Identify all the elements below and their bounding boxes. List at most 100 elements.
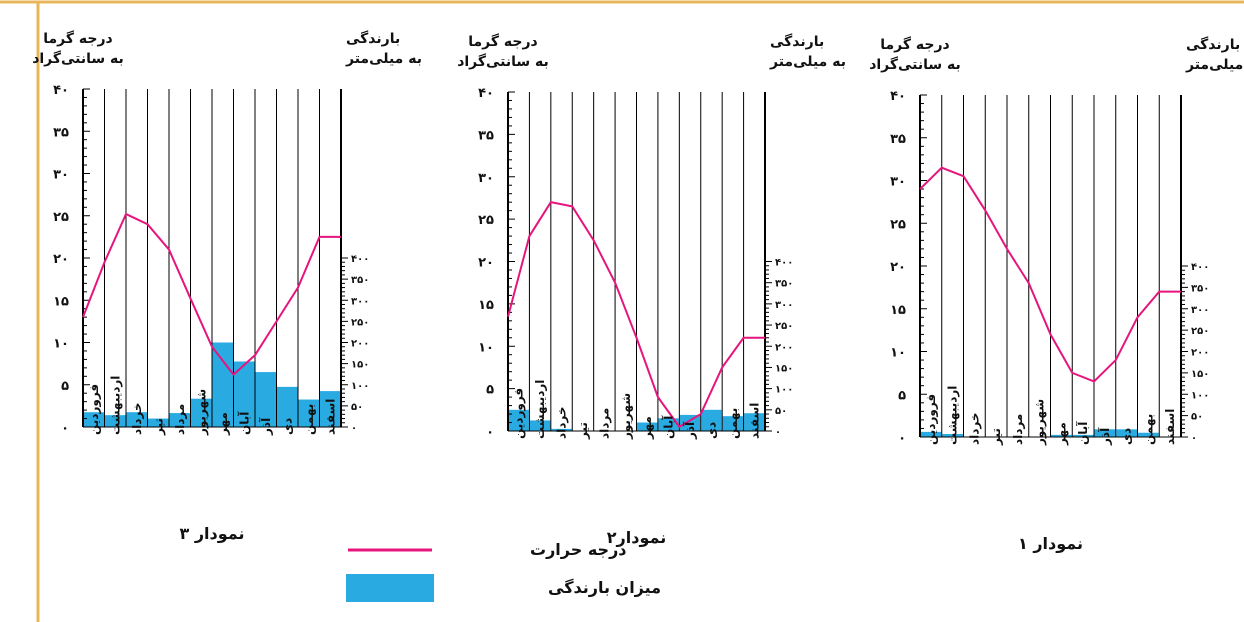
right-tick-label: ۲۵۰: [775, 321, 793, 332]
left-tick-label: ۵: [61, 379, 69, 394]
precipitation-bar: [637, 422, 658, 431]
left-tick-label: ۵: [898, 388, 906, 403]
precipitation-bar: [679, 414, 701, 431]
right-tick-label: ۲۵۰: [351, 317, 369, 328]
right-tick-label: ۳۰۰: [1191, 305, 1209, 316]
month-label: مهر: [1054, 422, 1068, 446]
right-tick-label: ۱۵۰: [351, 360, 369, 371]
left-axis-title: درجه گرما: [468, 33, 537, 50]
right-tick-label: ۰: [775, 427, 781, 438]
legend-precipitation-label: میزان بارندگی: [548, 578, 661, 597]
right-tick-label: ۴۰۰: [775, 258, 793, 269]
right-tick-label: ۳۵۰: [1191, 283, 1209, 294]
month-label: آذر: [682, 421, 697, 440]
precipitation-bar: [83, 412, 104, 427]
precipitation-bar: [277, 386, 298, 427]
precipitation-bar: [529, 420, 551, 431]
left-axis-subtitle: به سانتی‌گراد: [457, 53, 549, 70]
month-label: فروردین: [512, 388, 527, 439]
left-axis-subtitle: به سانتی‌گراد: [869, 56, 961, 73]
precipitation-bar: [169, 413, 190, 427]
left-axis-title: درجه گرما: [880, 36, 949, 53]
month-label: تیر: [989, 428, 1003, 446]
precipitation-bar: [105, 415, 126, 427]
right-tick-label: ۰: [351, 423, 357, 434]
month-label: شهریور: [194, 389, 209, 436]
right-tick-label: ۵۰: [351, 402, 363, 413]
month-label: مرداد: [173, 404, 187, 435]
left-tick-label: ۱۵: [890, 303, 906, 318]
precipitation-bar: [920, 431, 942, 437]
month-label: آذر: [258, 417, 273, 436]
right-axis-title: بارندگی: [770, 33, 824, 50]
right-tick-label: ۱۵۰: [775, 363, 793, 374]
right-axis-title: بارندگی: [346, 30, 400, 47]
left-tick-label: ۳۵: [478, 128, 494, 143]
left-tick-label: ۳۵: [53, 125, 69, 140]
precipitation-bar: [701, 409, 722, 431]
precipitation-bar: [320, 391, 341, 427]
month-label: دی: [704, 422, 718, 439]
right-axis-subtitle: به میلی‌متر: [345, 51, 422, 67]
left-axis-title: درجه گرما: [43, 30, 112, 47]
month-label: فروردین: [87, 384, 102, 435]
left-tick-label: ۴۰: [890, 89, 906, 104]
left-tick-label: ۱۵: [478, 298, 494, 313]
left-tick-label: ۴۰: [478, 86, 494, 101]
chart-title: نمودار ۱: [1018, 534, 1083, 553]
right-tick-label: ۳۰۰: [775, 300, 793, 311]
precipitation-bar: [148, 418, 169, 427]
right-tick-label: ۳۵۰: [775, 279, 793, 290]
month-label: اردیبهشت: [946, 386, 960, 445]
legend: درجه حرارت میزان بارندگی: [346, 540, 661, 602]
precipitation-bar: [744, 413, 765, 431]
left-tick-label: ۰: [61, 421, 69, 436]
left-tick-label: ۰: [898, 431, 906, 446]
right-tick-label: ۳۵۰: [351, 275, 369, 286]
precipitation-bar: [212, 342, 233, 427]
chart-title: نمودار ۳: [179, 524, 244, 543]
left-tick-label: ۲۰: [53, 252, 69, 267]
left-tick-label: ۴۰: [53, 83, 69, 98]
month-label: مهر: [216, 412, 230, 436]
left-tick-label: ۳۰: [53, 168, 69, 183]
right-tick-label: ۱۵۰: [1191, 369, 1209, 380]
month-label: آذر: [1097, 427, 1112, 446]
right-tick-label: ۲۰۰: [351, 339, 369, 350]
precipitation-bar: [1094, 429, 1116, 437]
right-tick-label: ۰: [1191, 433, 1197, 444]
precipitation-bar: [508, 409, 529, 431]
right-tick-label: ۱۰۰: [775, 385, 793, 396]
precipitation-bar: [255, 372, 276, 427]
left-tick-label: ۲۵: [478, 213, 494, 228]
left-tick-label: ۱۵: [53, 294, 69, 309]
month-label: اسفند: [323, 399, 337, 435]
right-tick-label: ۵۰: [775, 406, 787, 417]
left-tick-label: ۵: [486, 383, 494, 398]
left-tick-label: ۲۰: [890, 260, 906, 275]
month-label: شهریور: [1033, 399, 1048, 446]
precipitation-bar: [942, 434, 963, 437]
left-tick-label: ۱۰: [890, 346, 906, 361]
month-label: بهمن: [1141, 414, 1155, 445]
month-label: فروردین: [924, 394, 939, 445]
precipitation-bar: [1138, 432, 1159, 437]
right-tick-label: ۳۰۰: [351, 296, 369, 307]
month-label: خرداد: [130, 402, 144, 435]
precipitation-bar: [298, 399, 319, 427]
left-tick-label: ۳۰: [478, 171, 494, 186]
month-label: مهر: [640, 416, 654, 440]
chart-3: درجه گرما به سانتی‌گراد بارندگی به میلی‌متر…: [869, 36, 1244, 553]
left-tick-label: ۰: [486, 425, 494, 440]
legend-temperature-label: درجه حرارت: [530, 540, 626, 559]
month-label: دی: [1120, 428, 1134, 445]
precipitation-bar: [126, 412, 147, 427]
left-tick-label: ۱۰: [478, 340, 494, 355]
right-tick-label: ۴۰۰: [1191, 262, 1209, 273]
left-axis-subtitle: به سانتی‌گراد: [32, 50, 124, 67]
left-tick-label: ۲۵: [53, 210, 69, 225]
month-label: مرداد: [597, 408, 611, 439]
precipitation-bar: [234, 361, 255, 427]
chart-title: نمودار۲: [607, 528, 666, 547]
